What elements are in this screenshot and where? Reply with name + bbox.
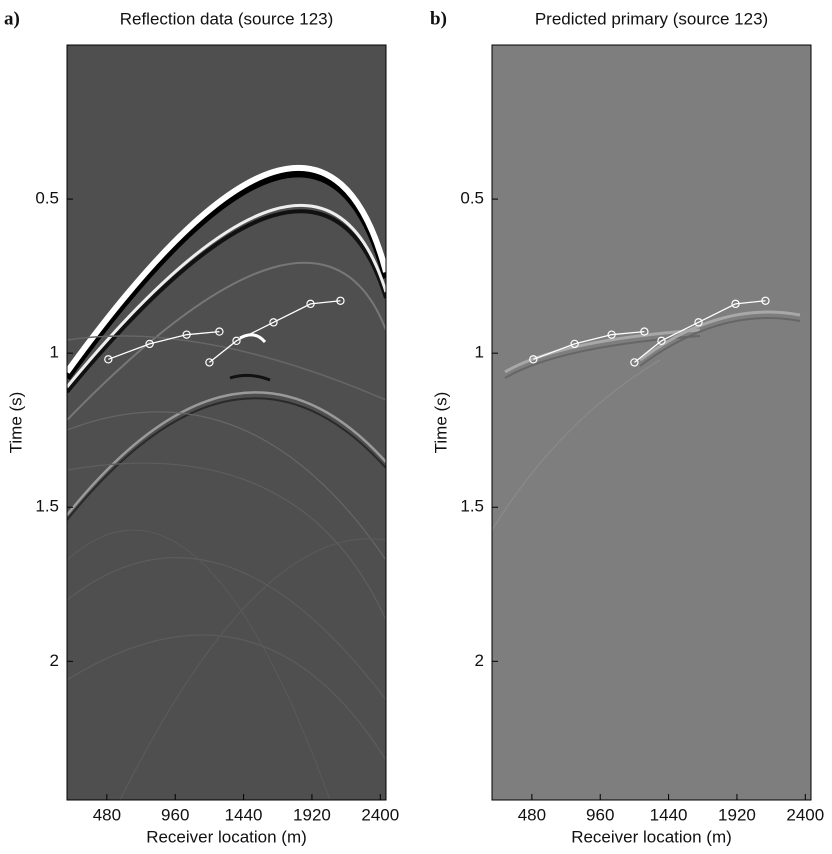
panel-label: a) — [4, 8, 20, 29]
pick-point — [306, 299, 315, 309]
pick-line — [533, 330, 645, 360]
chart-title: Predicted primary (source 123) — [535, 9, 768, 28]
plot-frame — [66, 44, 387, 801]
pick-point — [336, 296, 345, 305]
pick-point — [182, 330, 191, 339]
x-tick-label: 960 — [586, 805, 614, 824]
x-tick-label: 2400 — [361, 805, 399, 824]
y-tick-label: 0.5 — [460, 189, 484, 208]
pick-point — [607, 330, 616, 339]
y-tick-label: 1.5 — [35, 497, 59, 516]
pick-point — [761, 296, 770, 305]
chart-title: Reflection data (source 123) — [120, 9, 334, 28]
pick-point — [205, 358, 214, 367]
pick-point — [731, 299, 740, 309]
x-tick-label: 480 — [93, 805, 121, 824]
x-tick-label: 1920 — [718, 805, 756, 824]
y-tick-label: 1 — [50, 343, 59, 362]
y-tick-label: 1 — [475, 343, 484, 362]
image-background — [492, 45, 811, 800]
pick-point — [232, 336, 241, 346]
panel-a: a) 480 960 1440 1920 2400 0.5 1 1.5 2 Reflection d… — [4, 8, 399, 846]
pick-point — [104, 355, 113, 364]
x-tick-label: 2400 — [786, 805, 824, 824]
pick-point — [269, 318, 278, 327]
pick-point — [570, 339, 579, 349]
panel-b: b) 480 960 1440 1920 2400 0.5 1 1.5 2 Predicted pr… — [430, 8, 824, 846]
x-tick-label: 1440 — [650, 805, 688, 824]
pick-point — [145, 339, 154, 349]
panel-label: b) — [430, 8, 447, 29]
x-tick-label: 1920 — [293, 805, 331, 824]
plot-frame — [491, 44, 812, 801]
pick-line — [209, 300, 341, 363]
x-axis-label: Receiver location (m) — [146, 827, 307, 846]
y-axis-label: Time (s) — [431, 392, 450, 454]
x-tick-label: 960 — [161, 805, 189, 824]
y-tick-label: 2 — [475, 651, 484, 670]
y-tick-label: 1.5 — [460, 497, 484, 516]
pick-line — [108, 330, 220, 360]
pick-point — [630, 358, 639, 367]
x-axis-label: Receiver location (m) — [571, 827, 732, 846]
pick-point — [640, 327, 649, 336]
pick-point — [215, 327, 224, 336]
seismic-events — [67, 164, 386, 800]
x-tick-label: 1440 — [225, 805, 263, 824]
pick-point — [694, 318, 703, 327]
pick-point — [657, 336, 666, 346]
seismic-events — [492, 310, 801, 531]
y-tick-label: 0.5 — [35, 189, 59, 208]
y-axis-label: Time (s) — [6, 392, 25, 454]
pick-point — [529, 355, 538, 364]
y-tick-label: 2 — [50, 651, 59, 670]
x-tick-label: 480 — [518, 805, 546, 824]
pick-line — [634, 300, 766, 363]
